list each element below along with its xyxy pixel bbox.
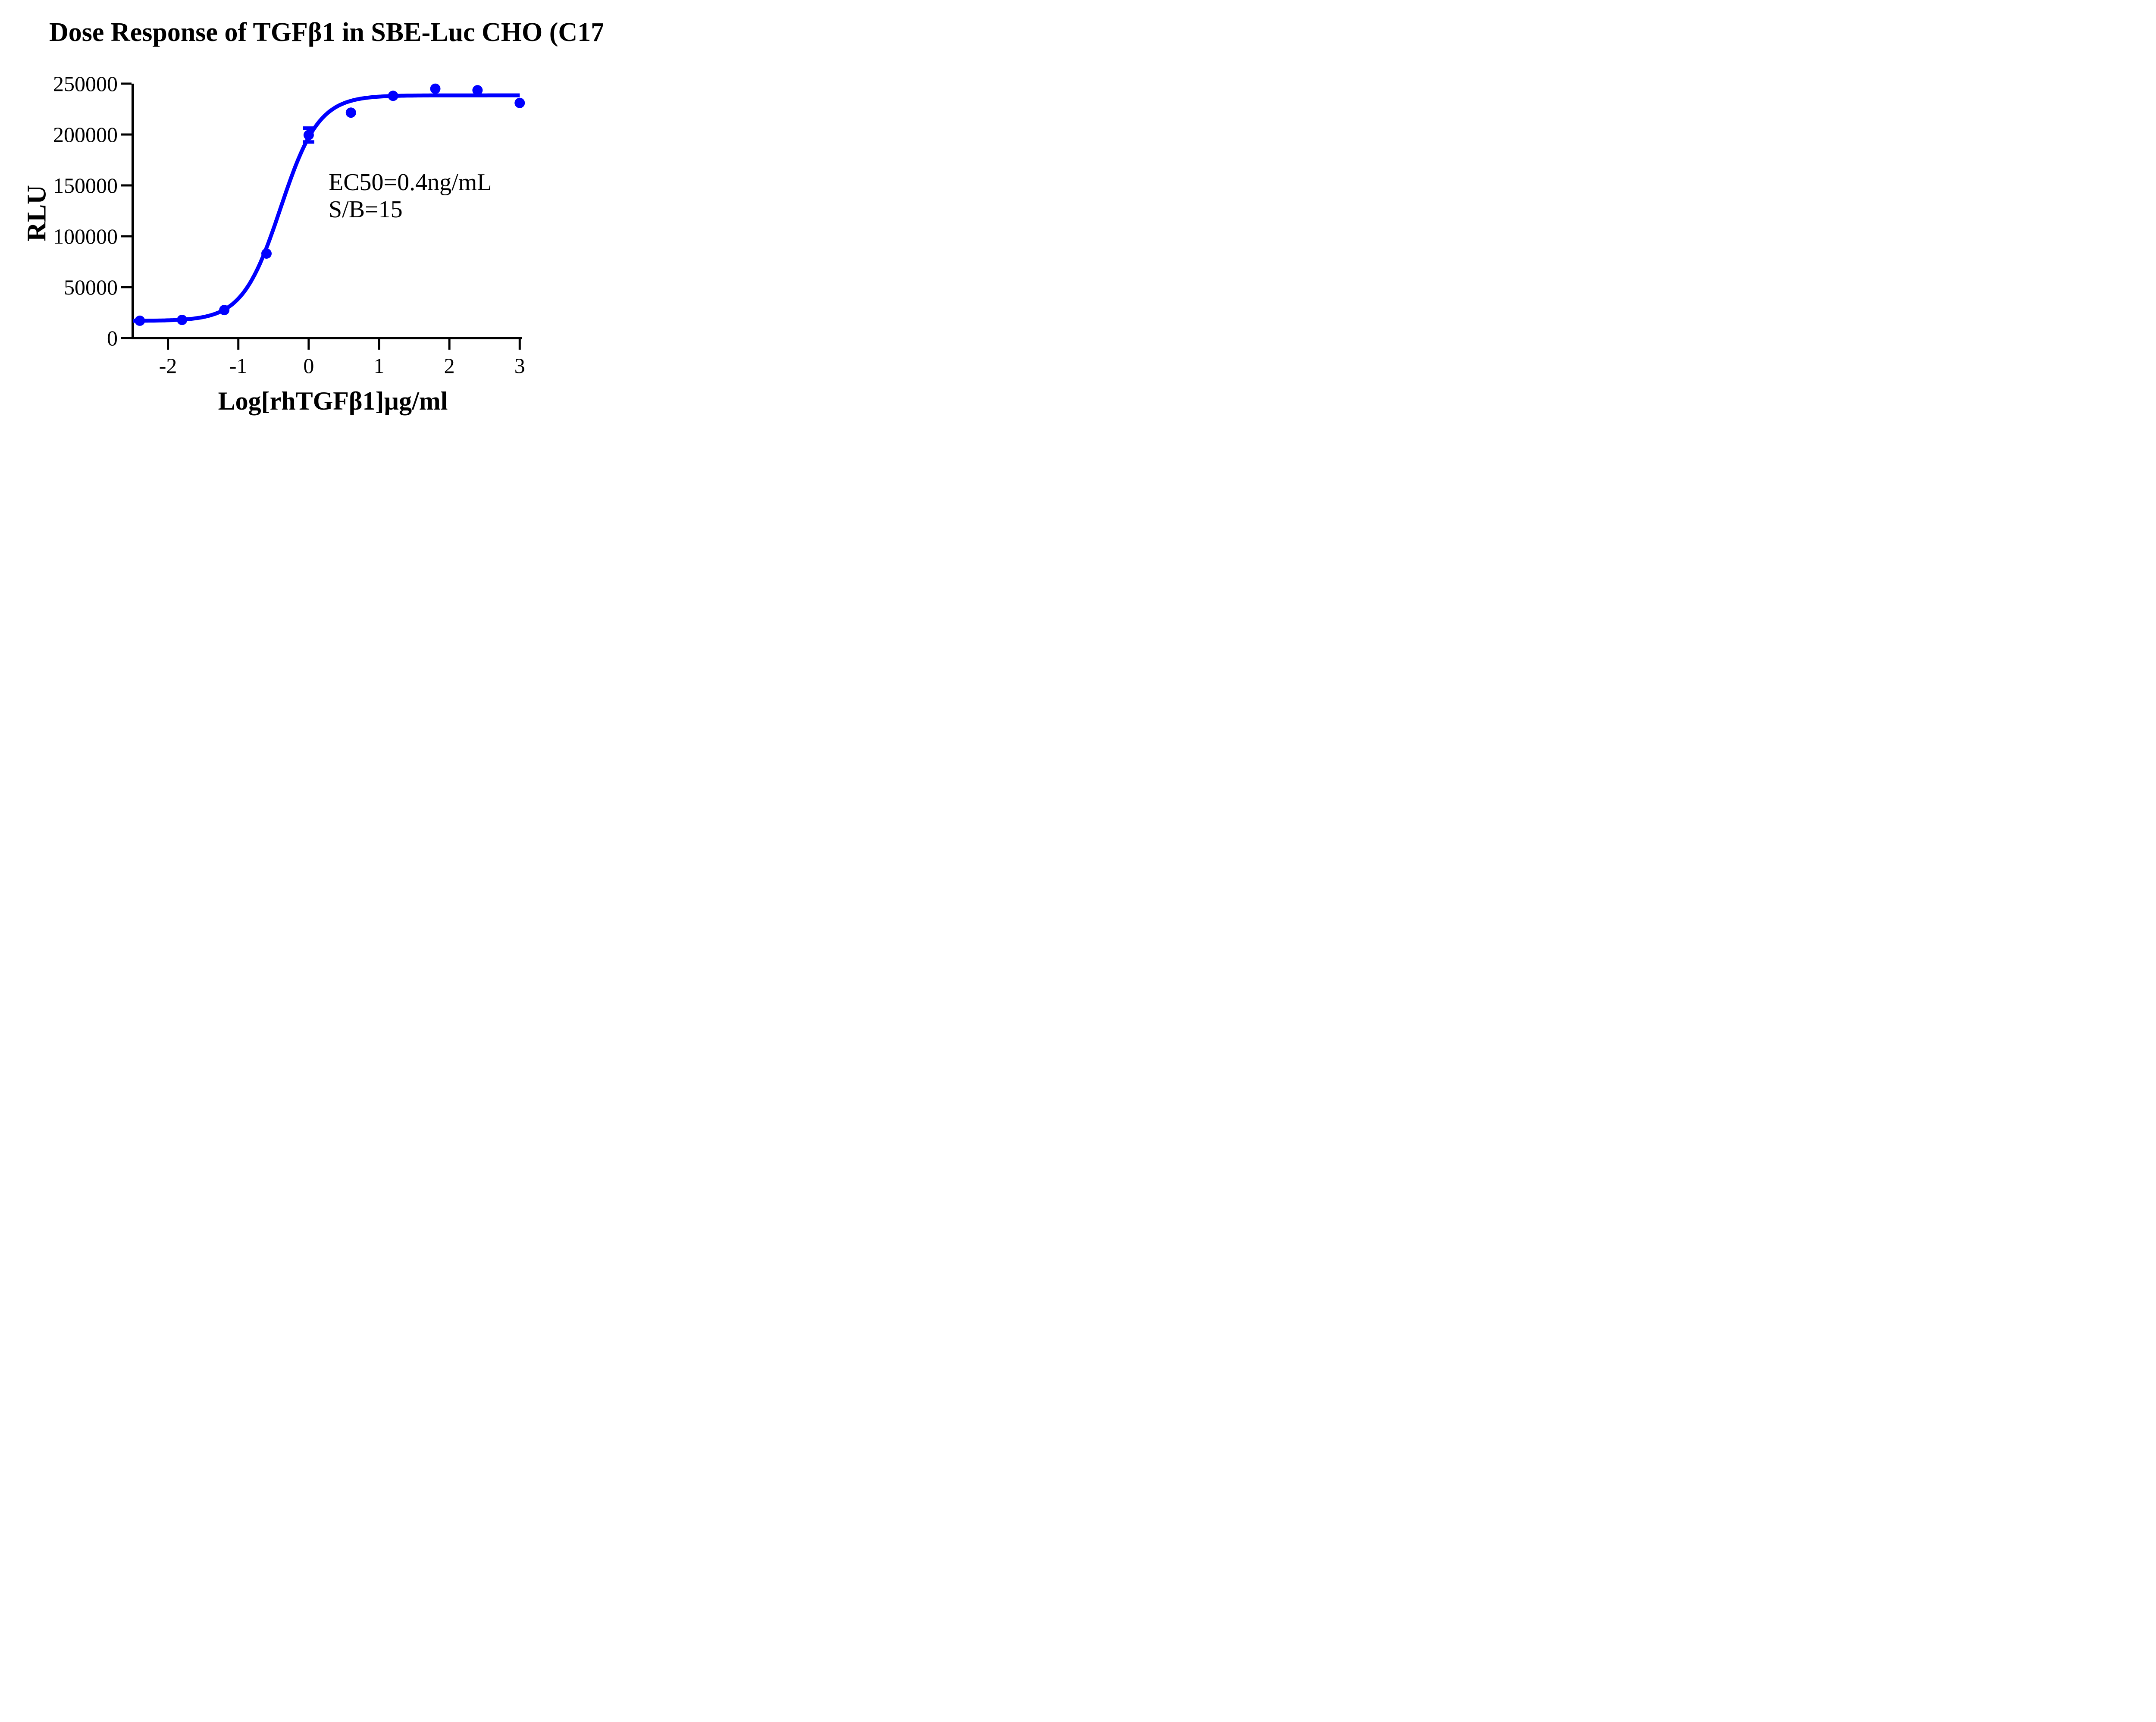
data-point-7: [430, 83, 441, 94]
y-tick-label-200000: 200000: [53, 122, 118, 147]
y-tick-label-100000: 100000: [53, 224, 118, 248]
x-tick-label-3: 3: [514, 354, 525, 378]
x-tick-label-0: 0: [303, 354, 314, 378]
chart-title: Dose Response of TGFβ1 in SBE-Luc CHO (C…: [49, 18, 603, 47]
data-point-5: [345, 107, 356, 118]
data-point-6: [388, 91, 398, 101]
x-tick-label-1: 1: [373, 354, 385, 378]
x-tick-label-2: 2: [444, 354, 455, 378]
annotation-sb: S/B=15: [329, 196, 403, 223]
dose-response-chart: [121, 82, 525, 350]
y-tick-label-250000: 250000: [53, 72, 118, 96]
y-tick-label-50000: 50000: [64, 275, 118, 299]
data-point-9: [514, 97, 525, 108]
x-tick-label--2: -2: [159, 354, 177, 378]
annotation-block: EC50=0.4ng/mL S/B=15: [329, 169, 492, 224]
data-point-3: [261, 248, 272, 259]
dose-response-figure: Dose Response of TGFβ1 in SBE-Luc CHO (C…: [0, 0, 603, 431]
data-point-0: [135, 315, 145, 326]
data-point-4: [303, 130, 314, 141]
data-point-1: [177, 315, 188, 325]
y-tick-label-150000: 150000: [53, 173, 118, 197]
x-tick-label--1: -1: [229, 354, 248, 378]
fit-curve: [133, 93, 520, 323]
data-point-2: [219, 305, 230, 316]
data-point-8: [472, 85, 483, 96]
x-axis-label: Log[rhTGFβ1]µg/ml: [218, 387, 448, 415]
annotation-ec50: EC50=0.4ng/mL: [329, 169, 492, 196]
y-tick-label-0: 0: [107, 326, 118, 350]
